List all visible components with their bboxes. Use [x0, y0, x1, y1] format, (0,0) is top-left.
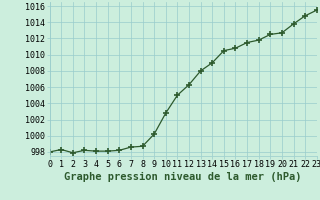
X-axis label: Graphe pression niveau de la mer (hPa): Graphe pression niveau de la mer (hPa) — [64, 172, 302, 182]
